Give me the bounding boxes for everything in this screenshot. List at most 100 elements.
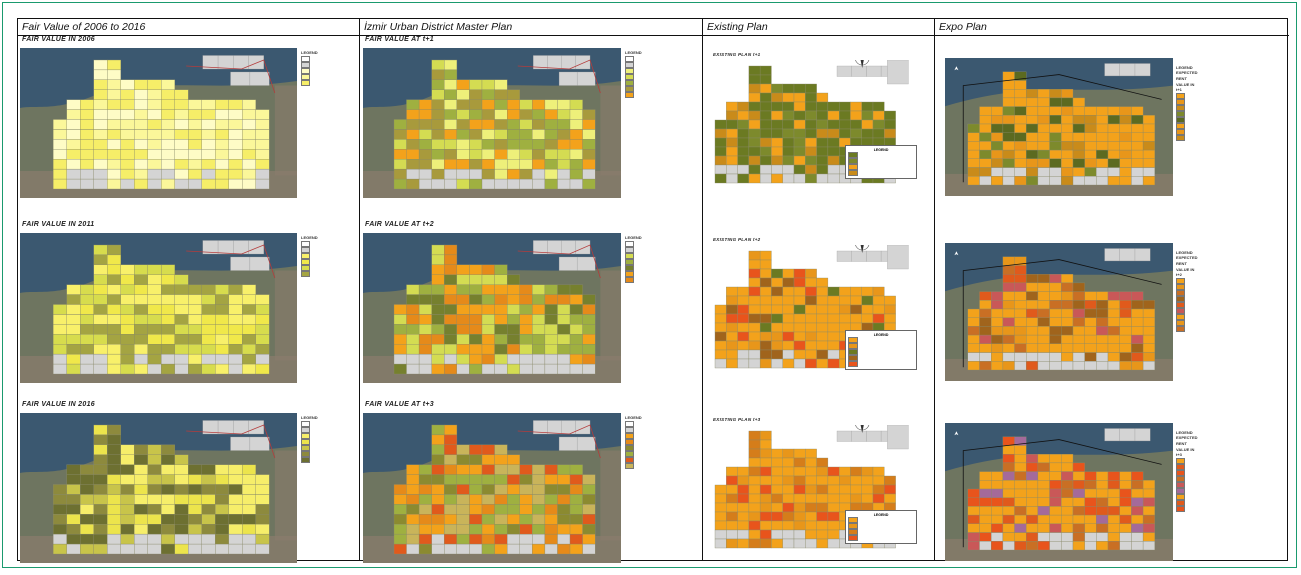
legend-swatch bbox=[1176, 301, 1185, 308]
legend-item bbox=[301, 444, 318, 451]
legend-item bbox=[625, 61, 642, 68]
legend-swatch bbox=[1176, 481, 1185, 488]
legend-item bbox=[625, 450, 642, 457]
map-title: EXISTING PLAN t+2 bbox=[713, 237, 761, 242]
legend-swatch bbox=[848, 158, 859, 164]
legend-swatch bbox=[1176, 457, 1185, 464]
legend-swatch bbox=[625, 73, 634, 80]
legend-swatch bbox=[301, 61, 310, 68]
legend-swatch bbox=[1176, 505, 1185, 512]
legend-item bbox=[848, 535, 913, 541]
legend-swatch bbox=[1176, 325, 1185, 332]
legend-item bbox=[625, 85, 642, 92]
map-image bbox=[20, 48, 297, 198]
legend-swatch bbox=[625, 450, 634, 457]
legend-swatch bbox=[848, 523, 859, 529]
legend-item bbox=[1176, 277, 1198, 284]
map-image bbox=[945, 58, 1173, 196]
legend-item bbox=[848, 337, 913, 343]
column-fair-value: Fair Value of 2006 to 2016 FAIR VALUE IN… bbox=[18, 19, 360, 563]
legend-swatch bbox=[301, 264, 310, 271]
legend-item bbox=[848, 517, 913, 523]
legend-swatch bbox=[625, 240, 634, 247]
legend-swatch bbox=[1176, 283, 1185, 290]
legend-item bbox=[625, 91, 642, 98]
map-image bbox=[363, 413, 621, 563]
legend-swatch bbox=[1176, 307, 1185, 314]
legend-item bbox=[1176, 313, 1198, 320]
column-header-existing-plan: Existing Plan bbox=[703, 19, 934, 36]
legend-item bbox=[848, 164, 913, 170]
map-image bbox=[20, 233, 297, 383]
legend-title: LEGEND bbox=[1176, 249, 1193, 255]
legend-item bbox=[1176, 457, 1198, 464]
legend-item bbox=[1176, 325, 1198, 332]
legend-item bbox=[625, 426, 642, 433]
legend-swatch bbox=[625, 270, 634, 277]
comparison-table: Fair Value of 2006 to 2016 FAIR VALUE IN… bbox=[17, 18, 1289, 563]
legend-item bbox=[301, 246, 318, 253]
map-image bbox=[363, 48, 621, 198]
legend-item bbox=[301, 61, 318, 68]
legend-item bbox=[301, 258, 318, 265]
legend-swatch bbox=[1176, 277, 1185, 284]
legend-item bbox=[625, 444, 642, 451]
legend-swatch bbox=[301, 79, 310, 86]
legend-item bbox=[301, 252, 318, 259]
map-legend: LEGEND EXPECTED RENT VALUE IN t+1 bbox=[1176, 65, 1198, 141]
legend-item bbox=[848, 529, 913, 535]
legend-swatch bbox=[301, 444, 310, 451]
legend-item bbox=[1176, 469, 1198, 476]
legend-item bbox=[1176, 505, 1198, 512]
legend-item bbox=[301, 270, 318, 277]
legend-swatch bbox=[1176, 289, 1185, 296]
legend-item bbox=[625, 246, 642, 253]
legend-item bbox=[1176, 104, 1198, 111]
legend-swatch bbox=[625, 67, 634, 74]
legend-item bbox=[625, 462, 642, 469]
map-title: EXISTING PLAN t+1 bbox=[713, 52, 761, 57]
legend-title: LEGEND bbox=[1176, 64, 1193, 70]
north-arrow-icon bbox=[855, 245, 870, 253]
legend-swatch bbox=[848, 361, 859, 367]
legend-subtitle: EXPECTED RENT VALUE IN t+1 bbox=[1176, 70, 1198, 93]
legend-swatch bbox=[625, 258, 634, 265]
legend-item bbox=[848, 355, 913, 361]
legend-item bbox=[301, 79, 318, 86]
legend-swatch bbox=[625, 91, 634, 98]
legend-swatch bbox=[625, 85, 634, 92]
legend-item bbox=[301, 420, 318, 427]
legend-title: LEGEND bbox=[301, 50, 318, 55]
legend-swatch bbox=[625, 246, 634, 253]
legend-swatch bbox=[625, 444, 634, 451]
legend-item bbox=[301, 426, 318, 433]
legend-swatch bbox=[625, 252, 634, 259]
legend-item bbox=[301, 55, 318, 62]
legend-swatch bbox=[848, 152, 859, 158]
legend-swatch bbox=[848, 349, 859, 355]
legend-item bbox=[848, 343, 913, 349]
legend-item bbox=[1176, 301, 1198, 308]
map-image bbox=[945, 243, 1173, 381]
map-legend: LEGEND bbox=[301, 50, 318, 86]
legend-swatch bbox=[1176, 98, 1185, 105]
map-legend: LEGEND bbox=[301, 235, 318, 277]
legend-item bbox=[1176, 481, 1198, 488]
legend-item bbox=[625, 438, 642, 445]
legend-swatch bbox=[625, 426, 634, 433]
legend-title: LEGEND bbox=[301, 235, 318, 240]
legend-swatch bbox=[1176, 463, 1185, 470]
map-image bbox=[945, 423, 1173, 561]
column-header-expo-plan: Expo Plan bbox=[935, 19, 1289, 36]
legend-item bbox=[1176, 116, 1198, 123]
legend-swatch bbox=[301, 270, 310, 277]
map-image bbox=[20, 413, 297, 563]
legend-item bbox=[625, 55, 642, 62]
legend-item bbox=[1176, 487, 1198, 494]
legend-subtitle: EXPECTED RENT VALUE IN t+2 bbox=[1176, 255, 1198, 278]
legend-item bbox=[1176, 499, 1198, 506]
legend-swatch bbox=[1176, 469, 1185, 476]
legend-item bbox=[625, 264, 642, 271]
legend-item bbox=[301, 432, 318, 439]
legend-item bbox=[301, 67, 318, 74]
